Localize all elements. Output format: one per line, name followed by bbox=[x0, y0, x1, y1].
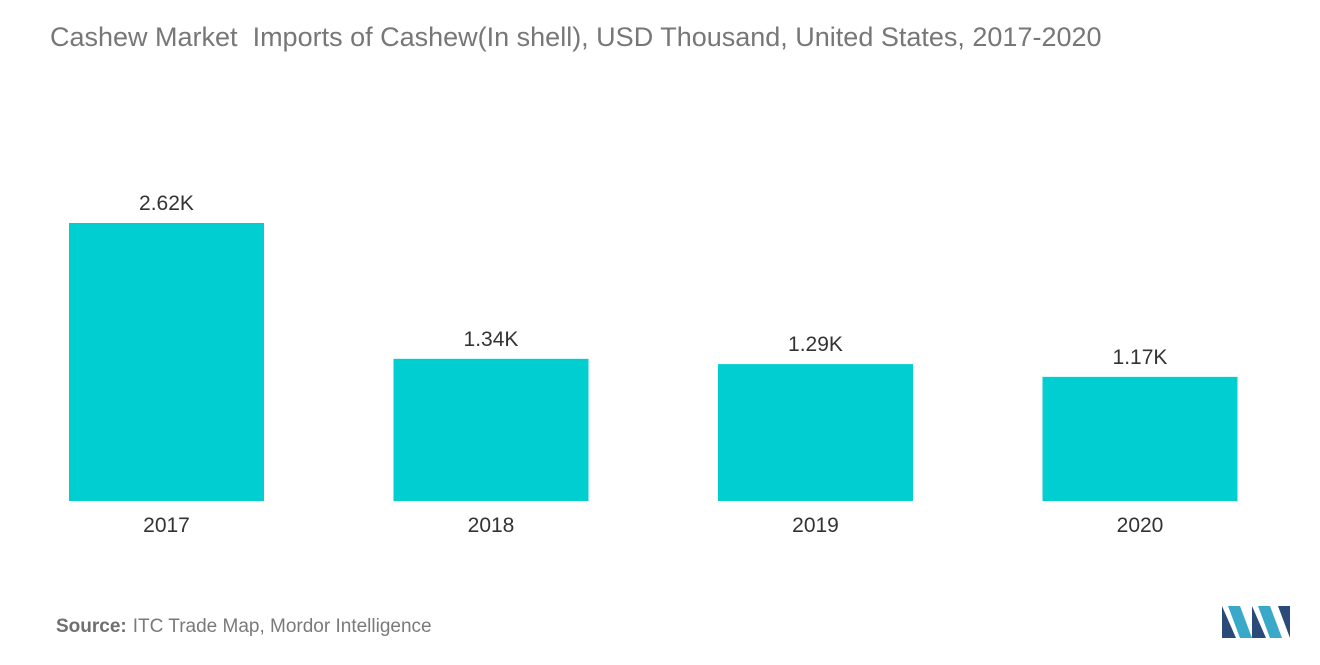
chart-title: Cashew Market Imports of Cashew(In shell… bbox=[50, 22, 1102, 52]
bar-2019 bbox=[718, 364, 913, 501]
source-label: Source: bbox=[56, 616, 127, 637]
value-label-2019: 1.29K bbox=[788, 333, 843, 356]
bars-group bbox=[69, 223, 1238, 501]
value-labels-group: 2.62K 1.34K 1.29K 1.17K bbox=[139, 192, 1167, 369]
bar-2020 bbox=[1042, 376, 1238, 501]
category-labels-group: 2017 2018 2019 2020 bbox=[143, 514, 1163, 537]
mordor-intelligence-logo-icon bbox=[1222, 606, 1290, 638]
category-label-2020: 2020 bbox=[1117, 514, 1164, 537]
category-label-2019: 2019 bbox=[792, 514, 839, 537]
value-label-2018: 1.34K bbox=[464, 328, 519, 351]
value-label-2017: 2.62K bbox=[139, 192, 194, 215]
bar-2018 bbox=[393, 358, 589, 501]
category-label-2017: 2017 bbox=[143, 514, 190, 537]
category-label-2018: 2018 bbox=[468, 514, 515, 537]
source-note: Source: ITC Trade Map, Mordor Intelligenc… bbox=[56, 616, 432, 638]
bar-2017 bbox=[69, 223, 264, 501]
source-text: ITC Trade Map, Mordor Intelligence bbox=[132, 616, 432, 637]
value-label-2020: 1.17K bbox=[1113, 346, 1168, 369]
bar-chart: 2.62K 1.34K 1.29K 1.17K 2017 2018 2019 2020 bbox=[69, 192, 1238, 537]
